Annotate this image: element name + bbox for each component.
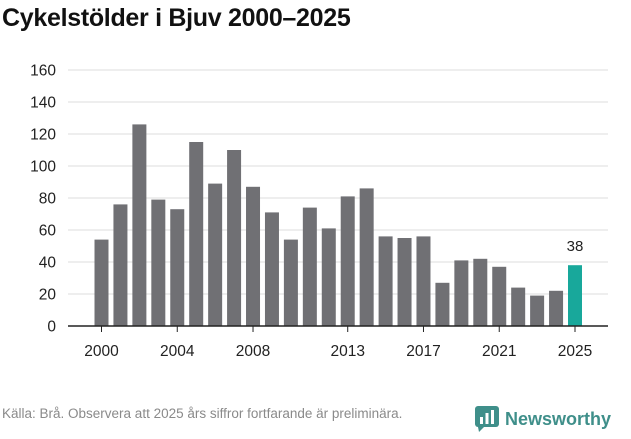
bar [302, 207, 317, 326]
x-tick-label: 2008 [236, 343, 270, 360]
bar [283, 239, 298, 326]
x-tick-label: 2025 [558, 343, 592, 360]
bar [189, 142, 204, 326]
bar [397, 238, 412, 326]
newsworthy-brand[interactable]: Newsworthy [475, 406, 611, 432]
y-tick-label: 60 [39, 223, 57, 240]
bar [170, 209, 185, 326]
y-tick-label: 0 [47, 319, 56, 336]
bar [473, 258, 488, 326]
y-tick-label: 100 [30, 159, 56, 176]
bar [246, 186, 261, 326]
data-label: 38 [567, 238, 584, 255]
chart-title: Cykelstölder i Bjuv 2000–2025 [2, 4, 351, 32]
bar [264, 212, 279, 326]
bar [378, 236, 393, 326]
bar [359, 188, 374, 326]
bar [94, 239, 109, 326]
x-tick-label: 2021 [482, 343, 516, 360]
brand-name: Newsworthy [505, 408, 612, 429]
bar [568, 265, 582, 326]
bar [151, 199, 166, 326]
bar [492, 266, 507, 326]
bar [454, 260, 469, 326]
bar [511, 287, 526, 326]
bar [113, 204, 128, 326]
x-tick-label: 2013 [330, 343, 364, 360]
source-note: Källa: Brå. Observera att 2025 års siffr… [2, 406, 403, 421]
bar [530, 295, 545, 326]
bar [208, 183, 223, 326]
y-tick-label: 120 [30, 127, 56, 144]
y-tick-label: 160 [30, 63, 56, 80]
x-tick-label: 2004 [160, 343, 195, 360]
bar [435, 282, 450, 326]
bar [416, 236, 431, 326]
y-tick-label: 80 [39, 191, 57, 208]
bar-chart: 0 20 40 60 80 100 120 140 160 2000 2004 2008 2013 201… [30, 63, 608, 360]
bar [340, 196, 355, 326]
bar [227, 150, 242, 326]
y-tick-label: 140 [30, 95, 56, 112]
bar [321, 228, 336, 326]
y-tick-label: 40 [39, 255, 57, 272]
bar [549, 290, 564, 326]
newsworthy-logo-icon [475, 406, 499, 432]
x-tick-label: 2017 [406, 343, 440, 360]
bar [132, 124, 147, 327]
y-tick-label: 20 [39, 287, 57, 304]
x-tick-label: 2000 [84, 343, 119, 360]
